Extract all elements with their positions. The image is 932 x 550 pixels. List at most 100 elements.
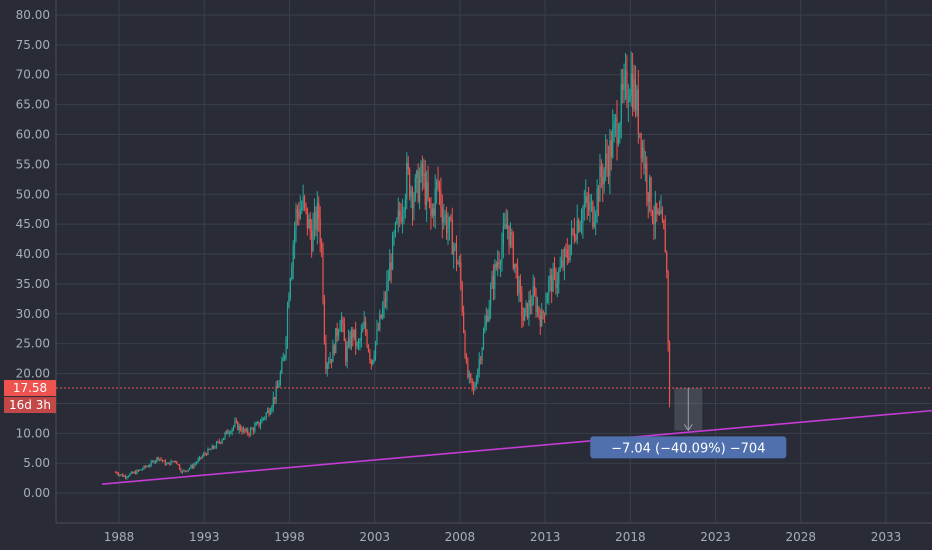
candle-body	[545, 303, 547, 314]
candle-body	[391, 235, 394, 270]
candle-body	[340, 319, 343, 326]
candle-body	[169, 462, 171, 465]
candle-body	[390, 262, 392, 270]
y-tick-label: 20.00	[16, 367, 50, 381]
candle-body	[413, 199, 415, 209]
candle-body	[497, 262, 499, 268]
candle-body	[562, 259, 564, 268]
candle-body	[559, 266, 561, 271]
candle-body	[151, 461, 154, 463]
candle-body	[200, 457, 202, 459]
candle-body	[528, 299, 530, 318]
candle-body	[134, 471, 137, 475]
candle-body	[286, 307, 289, 339]
candle-body	[434, 188, 436, 216]
candle-body	[427, 181, 429, 199]
candle-body	[342, 319, 344, 324]
candle-body	[605, 153, 607, 169]
candle-body	[313, 211, 316, 225]
candle-body	[170, 461, 172, 465]
candle-body	[515, 263, 517, 267]
candle-body	[555, 270, 557, 288]
x-tick-label: 2023	[700, 530, 731, 544]
candle-body	[504, 224, 506, 226]
candle-body	[126, 476, 128, 478]
candle-body	[583, 203, 585, 209]
candle-body	[656, 203, 658, 215]
x-tick-label: 2028	[785, 530, 816, 544]
candle-body	[541, 311, 543, 327]
candle-body	[295, 209, 297, 230]
candle-body	[437, 181, 439, 184]
candle-body	[205, 453, 208, 455]
y-tick-label: 35.00	[16, 277, 50, 291]
candle-body	[222, 437, 225, 440]
candle-body	[352, 330, 354, 338]
candle-body	[441, 207, 443, 223]
candle-body	[627, 100, 629, 102]
candle-body	[637, 89, 639, 135]
candle-body	[640, 133, 642, 159]
candle-body	[362, 328, 364, 333]
candle-body	[632, 73, 634, 109]
candle-body	[242, 428, 245, 433]
candle-body	[447, 227, 449, 234]
y-tick-label: 65.00	[16, 98, 50, 112]
candle-body	[269, 411, 272, 415]
candle-body	[590, 202, 593, 204]
candle-body	[279, 372, 281, 385]
candle-body	[265, 412, 267, 418]
candle-body	[232, 425, 235, 429]
candle-body	[458, 262, 460, 264]
candle-body	[180, 469, 182, 473]
candle-body	[130, 472, 132, 474]
candle-body	[308, 218, 310, 229]
candle-body	[534, 285, 536, 295]
grid-lines	[56, 0, 932, 523]
candle-body	[330, 359, 333, 363]
candle-body	[650, 177, 652, 213]
candle-body	[163, 460, 165, 462]
trendline[interactable]	[101, 409, 932, 485]
candle-body	[657, 211, 659, 215]
candle-body	[589, 203, 591, 211]
candle-body	[404, 199, 406, 211]
candle-body	[526, 303, 529, 318]
candle-body	[620, 84, 622, 125]
candle-body	[144, 465, 147, 467]
candle-body	[654, 203, 656, 225]
candle-body	[298, 212, 300, 219]
candle-body	[132, 472, 134, 474]
candle-body	[614, 117, 617, 122]
candle-body	[573, 231, 575, 240]
candle-body	[539, 314, 541, 327]
candle-body	[492, 276, 495, 290]
candle-body	[420, 163, 422, 180]
measure-tool[interactable]: −7.04 (−40.09%) −704	[590, 388, 787, 459]
candle-body	[119, 474, 121, 476]
candle-body	[525, 303, 527, 309]
candle-body	[409, 169, 411, 198]
candle-body	[255, 423, 257, 426]
candle-body	[380, 315, 382, 318]
y-tick-label: 80.00	[16, 8, 50, 22]
candle-body	[268, 409, 270, 415]
candle-body	[147, 466, 149, 468]
candle-body	[660, 208, 662, 215]
candle-body	[115, 472, 117, 474]
candle-body	[275, 385, 277, 400]
candle-body	[487, 316, 489, 321]
candle-body	[501, 244, 503, 264]
candle-body	[592, 202, 594, 227]
candle-body	[271, 406, 273, 412]
candle-body	[194, 463, 196, 465]
candle-body	[606, 153, 608, 162]
candle-body	[372, 360, 374, 365]
candle-body	[524, 308, 526, 321]
candle-body	[445, 214, 448, 234]
y-tick-label: 40.00	[16, 247, 50, 261]
candle-body	[448, 216, 451, 228]
x-tick-label: 2008	[445, 530, 476, 544]
